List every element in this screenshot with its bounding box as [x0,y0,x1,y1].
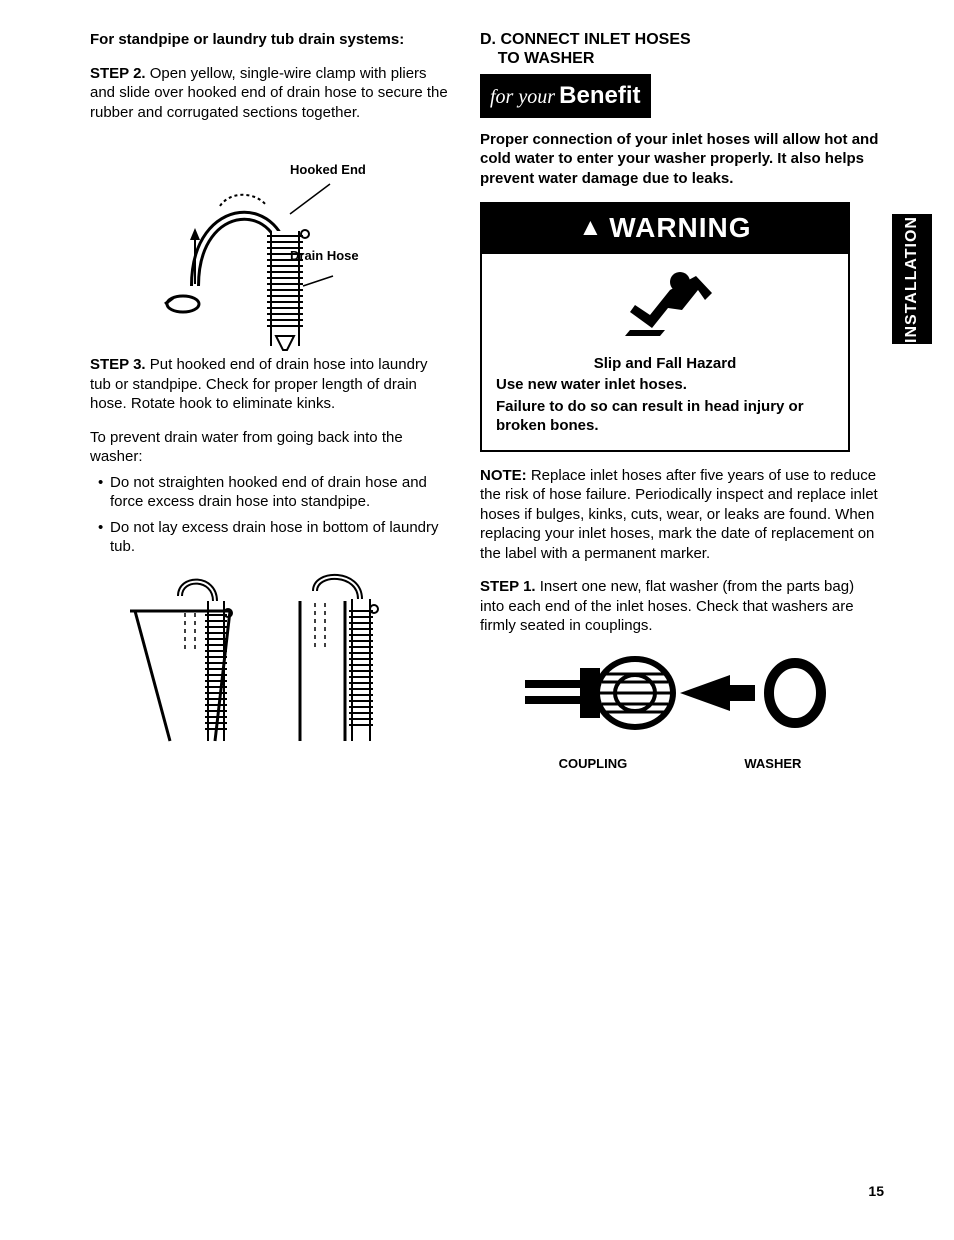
slip-fall-icon [482,254,848,350]
section-letter: D. [480,31,496,48]
step3-paragraph: STEP 3. Put hooked end of drain hose int… [90,355,450,414]
label-drain-hose: Drain Hose [290,248,370,265]
bullet-1: Do not straighten hooked end of drain ho… [98,473,450,512]
label-hooked-end: Hooked End [290,162,370,179]
washer-label: WASHER [744,756,801,773]
warning-body: Slip and Fall Hazard Use new water inlet… [482,350,848,450]
warning-title: WARNING [609,212,751,243]
benefit-bold: Benefit [559,82,640,109]
warning-line3: Failure to do so can result in head inju… [496,397,834,436]
benefit-text: Proper connection of your inlet hoses wi… [480,130,880,189]
coupling-label: COUPLING [559,756,628,773]
prevent-list: Do not straighten hooked end of drain ho… [90,473,450,557]
side-tab-text: INSTALLATION [902,216,923,343]
warning-header: ▲WARNING [482,204,848,254]
step2-label: STEP 2. [90,65,146,82]
diagram-coupling-washer: COUPLING WASHER [480,650,880,773]
benefit-badge: for your Benefit [480,74,651,117]
warning-line2: Use new water inlet hoses. [496,375,834,395]
section-line2: TO WASHER [498,50,595,67]
note-label: NOTE: [480,467,527,484]
note-text: Replace inlet hoses after five years of … [480,467,878,562]
note-paragraph: NOTE: Replace inlet hoses after five yea… [480,466,880,564]
benefit-italic: for your [490,86,555,108]
step1-label: STEP 1. [480,578,536,595]
step1-paragraph: STEP 1. Insert one new, flat washer (fro… [480,577,880,636]
step1-text: Insert one new, flat washer (from the pa… [480,578,854,634]
section-d-title: D. CONNECT INLET HOSES TO WASHER [480,30,880,68]
warning-box: ▲WARNING Slip and Fall Hazard Use new wa… [480,202,850,452]
warning-line1: Slip and Fall Hazard [496,354,834,374]
diagram-tub-standpipe [90,571,450,757]
step3-label: STEP 3. [90,356,146,373]
bullet-2: Do not lay excess drain hose in bottom o… [98,518,450,557]
left-heading: For standpipe or laundry tub drain syste… [90,30,450,50]
page-number: 15 [868,1182,884,1200]
warning-triangle-icon: ▲ [578,214,603,241]
step2-paragraph: STEP 2. Open yellow, single-wire clamp w… [90,64,450,123]
prevent-intro: To prevent drain water from going back i… [90,428,450,467]
section-line1: CONNECT INLET HOSES [500,31,690,48]
side-tab-installation: INSTALLATION [892,214,932,344]
